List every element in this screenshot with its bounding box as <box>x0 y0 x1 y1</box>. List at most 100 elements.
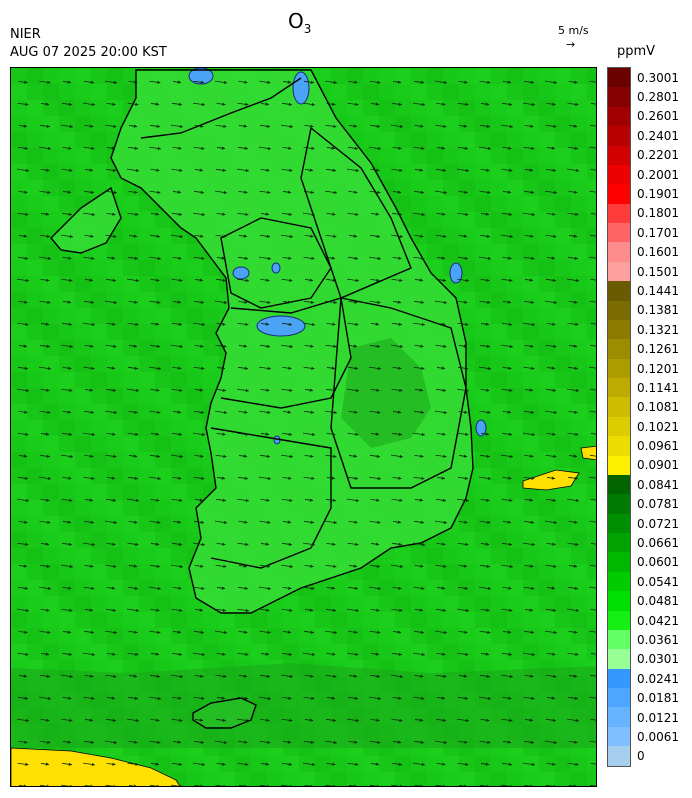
field-cell <box>43 244 59 260</box>
colorbar-label: 0.0361 <box>637 632 679 647</box>
field-cell <box>91 84 107 100</box>
wind-arrow <box>215 168 227 172</box>
wind-arrow <box>567 432 579 436</box>
colorbar-swatch <box>608 87 630 107</box>
field-cell <box>539 228 555 244</box>
field-cell <box>91 340 107 356</box>
field-cell <box>555 372 571 388</box>
wind-arrow <box>215 784 226 786</box>
wind-arrow <box>435 564 447 568</box>
field-cell <box>571 564 587 580</box>
field-cell <box>331 644 347 660</box>
wind-arrow <box>237 762 249 766</box>
wind-arrow <box>282 586 292 590</box>
map-panel <box>10 67 597 787</box>
wind-arrow <box>259 190 271 194</box>
wind-arrow <box>523 322 535 327</box>
field-cell <box>59 596 75 612</box>
wind-arrow <box>127 168 139 173</box>
field-cell <box>475 84 491 100</box>
wind-arrow <box>237 256 249 260</box>
wind-arrow <box>546 146 556 150</box>
field-cell <box>11 244 27 260</box>
wind-arrow <box>193 520 205 524</box>
field-cell <box>139 212 155 228</box>
wind-arrow <box>149 256 161 261</box>
wind-arrow <box>590 608 596 611</box>
wind-arrow <box>259 674 271 678</box>
wind-arrow <box>369 344 381 348</box>
field-cell <box>507 180 523 196</box>
wind-arrow <box>568 520 578 524</box>
field-cell <box>587 564 596 580</box>
field-cell <box>379 132 395 148</box>
wind-arrow <box>458 124 468 128</box>
field-cell <box>27 452 43 468</box>
wind-arrow <box>545 80 557 85</box>
wind-arrow <box>458 674 468 678</box>
field-cell <box>555 388 571 404</box>
field-cell <box>107 564 123 580</box>
field-cell <box>523 68 539 84</box>
wind-arrow <box>128 234 138 238</box>
wind-arrow <box>413 630 425 634</box>
field-cell <box>587 228 596 244</box>
field-cell <box>539 180 555 196</box>
wind-arrow <box>589 520 596 523</box>
wind-arrow <box>369 256 381 261</box>
wind-arrow <box>149 80 161 84</box>
field-cell <box>491 196 507 212</box>
field-cell <box>75 612 91 628</box>
field-cell <box>27 500 43 516</box>
field-cell <box>507 468 523 484</box>
wind-arrow <box>172 256 182 260</box>
field-cell <box>555 644 571 660</box>
wind-arrow <box>347 102 359 106</box>
wind-arrow <box>149 300 161 304</box>
field-cell <box>491 180 507 196</box>
wind-arrow <box>590 388 596 391</box>
field-cell <box>59 532 75 548</box>
field-cell <box>43 436 59 452</box>
field-cell <box>43 500 59 516</box>
wind-arrow <box>149 674 161 678</box>
field-cell <box>59 164 75 180</box>
wind-arrow <box>127 388 139 393</box>
field-cell <box>123 468 139 484</box>
wind-arrow <box>105 498 117 502</box>
wind-arrow <box>61 762 73 766</box>
wind-arrow <box>325 520 337 525</box>
wind-arrow <box>106 212 116 216</box>
wind-arrow <box>17 366 29 370</box>
field-cell <box>523 644 539 660</box>
field-cell <box>523 628 539 644</box>
wind-arrow <box>391 388 403 392</box>
wind-arrow <box>347 212 359 216</box>
colorbar-label: 0.1261 <box>637 342 679 357</box>
wind-arrow <box>83 410 95 414</box>
field-cell <box>251 612 267 628</box>
wind-arrow <box>325 278 337 282</box>
field-cell <box>91 308 107 324</box>
field-cell <box>187 276 203 292</box>
field-cell <box>507 340 523 356</box>
wind-arrow <box>172 190 182 194</box>
field-cell <box>171 420 187 436</box>
colorbar-label: 0.0121 <box>637 710 679 725</box>
wind-arrow <box>435 168 447 172</box>
wind-arrow <box>326 212 336 216</box>
field-cell <box>443 244 459 260</box>
field-cell <box>459 292 475 308</box>
wind-arrow <box>194 564 204 568</box>
wind-arrow <box>523 520 535 524</box>
field-cell <box>459 644 475 660</box>
wind-arrow <box>523 300 535 304</box>
field-cell <box>475 436 491 452</box>
wind-arrow <box>326 432 336 436</box>
wind-arrow <box>282 146 292 150</box>
field-cell <box>411 628 427 644</box>
field-cell <box>187 420 203 436</box>
field-cell <box>171 356 187 372</box>
wind-arrow <box>325 80 337 85</box>
field-cell <box>411 196 427 212</box>
